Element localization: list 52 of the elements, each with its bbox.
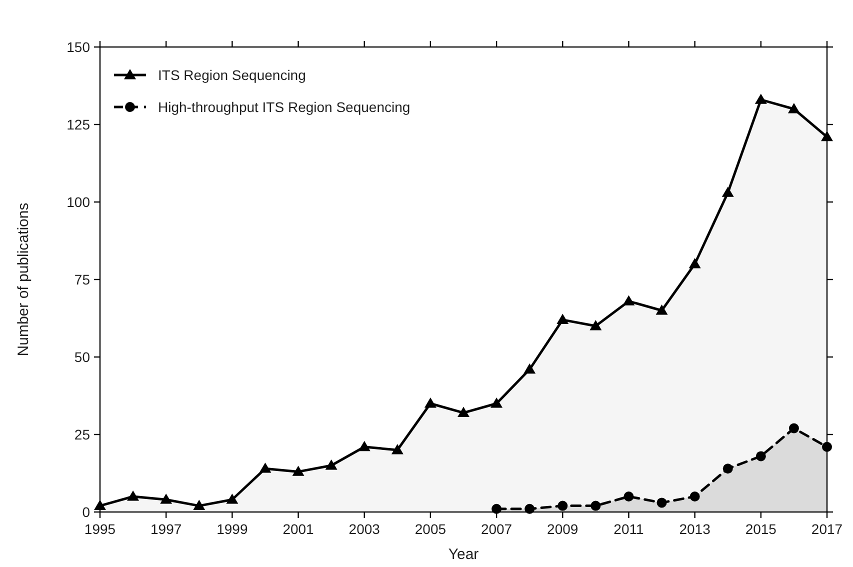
- x-tick-label: 2005: [414, 521, 446, 537]
- x-tick-label: 2009: [547, 521, 578, 537]
- point: [656, 304, 668, 315]
- x-tick-label: 2011: [614, 521, 644, 537]
- point: [754, 94, 767, 104]
- point: [722, 464, 733, 474]
- y-tick-label: 125: [66, 116, 90, 132]
- x-tick-label: 1999: [216, 521, 248, 537]
- point: [127, 490, 140, 501]
- x-tick-label: 2003: [348, 521, 380, 537]
- point: [656, 498, 667, 508]
- legend-label: ITS Region Sequencing: [158, 67, 306, 83]
- point: [160, 494, 172, 504]
- point: [524, 363, 536, 374]
- point: [788, 423, 799, 434]
- point: [226, 494, 238, 504]
- point: [690, 492, 700, 502]
- x-tick-label: 2001: [282, 521, 314, 537]
- point: [756, 451, 766, 462]
- point: [325, 460, 338, 470]
- point: [688, 258, 701, 268]
- point: [624, 492, 634, 502]
- x-tick-label: 2007: [480, 521, 512, 537]
- point: [556, 314, 569, 324]
- point: [788, 103, 800, 114]
- y-tick-label: 75: [74, 272, 90, 288]
- point: [590, 500, 601, 511]
- y-tick-label: 50: [74, 349, 90, 365]
- point: [722, 186, 734, 197]
- point: [590, 320, 602, 330]
- point: [458, 406, 470, 417]
- x-tick-label: 2017: [811, 521, 843, 537]
- point: [622, 295, 635, 306]
- x-axis-title: Year: [448, 546, 479, 563]
- x-tick-label: 1995: [84, 521, 116, 537]
- point: [358, 440, 370, 452]
- y-tick-label: 100: [66, 194, 90, 210]
- y-tick-label: 25: [74, 426, 90, 442]
- point: [391, 444, 404, 454]
- point: [193, 500, 206, 510]
- point: [424, 398, 436, 408]
- x-tick-label: 1997: [150, 521, 182, 537]
- point: [259, 462, 272, 473]
- point: [558, 500, 568, 511]
- point: [490, 398, 503, 408]
- x-tick-label: 2015: [745, 521, 777, 537]
- point: [292, 466, 304, 476]
- legend-label: High-throughput ITS Region Sequencing: [158, 99, 410, 115]
- y-axis-title: Number of publications: [15, 202, 32, 356]
- y-tick-label: 0: [82, 504, 90, 520]
- x-tick-label: 2013: [679, 521, 711, 537]
- y-tick-label: 150: [66, 39, 90, 55]
